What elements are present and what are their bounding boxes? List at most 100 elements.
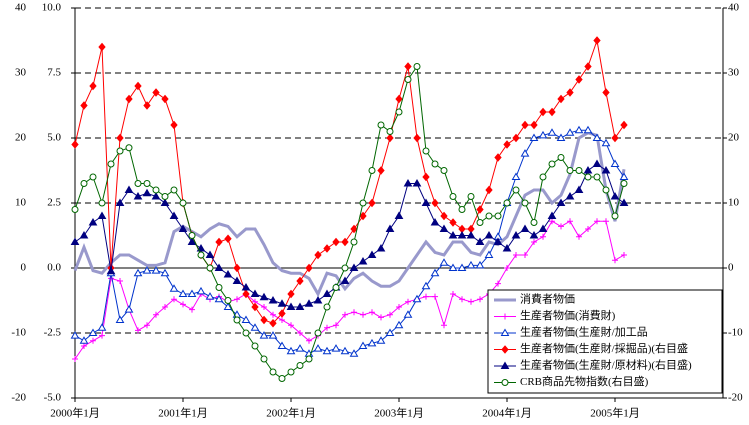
point [504,265,510,271]
point [430,218,440,226]
point [485,212,493,220]
point [171,296,177,303]
point [71,206,79,213]
point [475,237,485,245]
point [80,101,88,110]
point [485,185,493,195]
point [566,167,574,174]
point [296,276,304,286]
y2-tick-label: 30 [728,67,740,79]
point [242,289,250,299]
point [441,322,447,329]
point [432,293,438,300]
legend-label: 消費者物価 [520,292,575,306]
point [259,292,269,301]
point [540,233,546,240]
point [502,244,512,252]
x-tick-label: 2001年1月 [158,406,208,420]
point [440,167,448,174]
point [450,291,456,297]
y2-tick-label: -10 [728,327,743,339]
point [405,298,411,305]
point [574,185,584,193]
point [359,211,367,221]
point [187,289,197,297]
point [180,301,186,308]
point [529,133,539,141]
point [495,280,501,287]
point [340,276,350,284]
point [385,328,395,336]
point [288,322,294,329]
point [421,281,431,290]
point [296,362,304,369]
series-line [74,220,625,360]
point [439,224,449,232]
point [70,237,80,245]
point [620,120,628,130]
y-tick-label: 7.5 [47,67,61,79]
point [583,125,593,134]
point [360,311,366,318]
point [341,264,349,272]
point [133,268,143,277]
point [511,172,521,180]
x-tick-label: 2004年1月 [482,406,532,420]
point [565,128,575,136]
x-tick-label: 2005年1月 [590,406,640,420]
point [601,138,611,147]
point [619,198,629,206]
point [521,120,529,130]
point [520,224,530,232]
point [439,258,449,266]
point [413,133,421,143]
y2-tick-label-left: -10 [11,327,26,339]
point [593,36,601,45]
point [79,336,89,344]
point [576,233,582,240]
point [378,314,384,321]
point [278,309,286,318]
point [234,296,240,303]
point [476,219,484,226]
point [584,173,592,181]
point [170,120,178,130]
point [152,88,160,97]
point [376,336,386,344]
point [214,294,224,303]
point [503,199,511,207]
point [88,218,98,226]
point [575,167,583,174]
point [395,108,403,116]
point [116,133,124,143]
y2-tick-label: 0 [728,262,734,274]
series-line [73,131,626,298]
point [556,133,566,141]
point [501,345,509,354]
point [124,305,134,313]
point [538,224,548,232]
series [70,159,629,310]
point [548,160,556,168]
point [475,260,485,269]
point [152,186,160,194]
point [153,311,159,318]
y2-tick-label-left: -20 [11,392,26,404]
y2-tick-label: -20 [728,392,743,404]
point [278,375,286,382]
point [601,166,611,174]
point [493,237,503,245]
point [151,192,161,200]
point [187,237,197,245]
point [259,331,269,339]
point [279,317,285,323]
point [80,180,88,187]
point [324,324,330,331]
point [133,192,143,200]
point [269,368,277,376]
point [594,218,600,225]
point [261,304,267,310]
legend-label: 生産者物価(生産財/原材料)(右目盛) [520,358,692,372]
point [71,140,79,149]
